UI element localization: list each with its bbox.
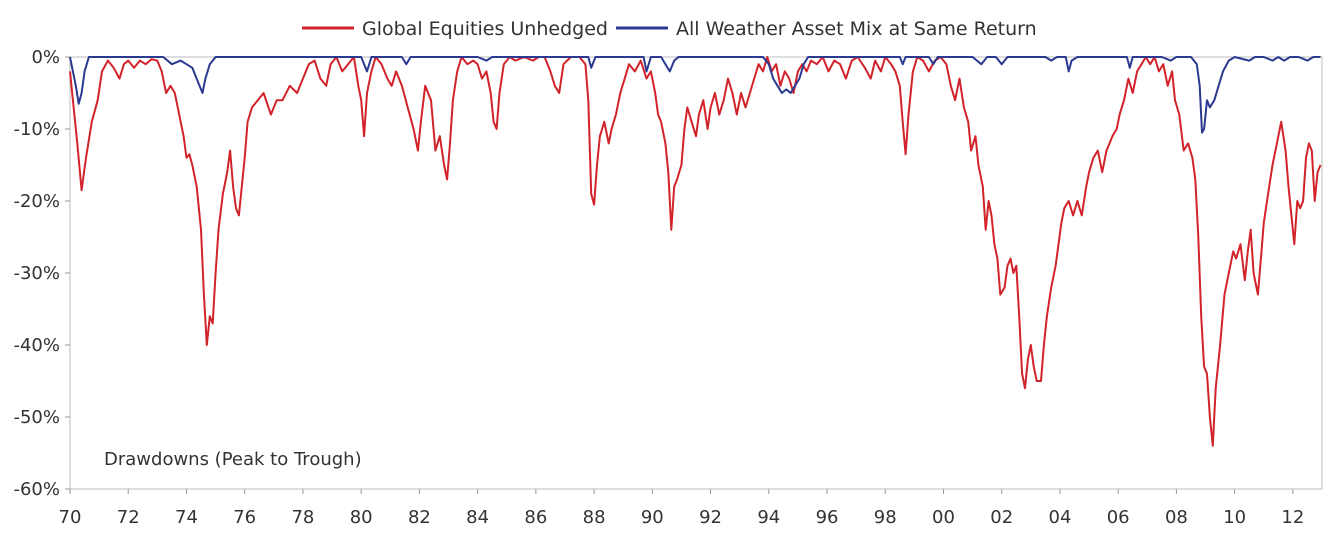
- x-tick-label: 86: [524, 507, 547, 528]
- x-tick-label: 84: [466, 507, 489, 528]
- y-tick-label: -40%: [13, 335, 60, 356]
- y-tick-label: -60%: [13, 479, 60, 500]
- series-layer: [69, 56, 1322, 447]
- series-line-global-equities: [69, 56, 1322, 447]
- x-tick-label: 90: [641, 507, 664, 528]
- x-tick-label: 80: [350, 507, 373, 528]
- x-tick-label: 74: [175, 507, 198, 528]
- x-tick-label: 96: [816, 507, 839, 528]
- x-tick-label: 70: [59, 507, 82, 528]
- x-tick-label: 00: [932, 507, 955, 528]
- x-tick-label: 94: [757, 507, 780, 528]
- x-tick-label: 12: [1281, 507, 1304, 528]
- legend-label: Global Equities Unhedged: [362, 18, 608, 40]
- x-tick-label: 72: [117, 507, 140, 528]
- x-tick-label: 88: [583, 507, 606, 528]
- x-tick-label: 92: [699, 507, 722, 528]
- x-tick-label: 98: [874, 507, 897, 528]
- x-tick-label: 76: [233, 507, 256, 528]
- plot-frame: [69, 56, 1323, 490]
- y-tick-label: -20%: [13, 191, 60, 212]
- x-tick-label: 82: [408, 507, 431, 528]
- legend-label: All Weather Asset Mix at Same Return: [676, 18, 1037, 40]
- legend: Global Equities Unhedged All Weather Asse…: [302, 18, 1037, 40]
- x-tick-label: 02: [990, 507, 1013, 528]
- y-tick-label: -10%: [13, 119, 60, 140]
- x-tick-label: 10: [1223, 507, 1246, 528]
- series-line-all-weather: [69, 56, 1321, 134]
- axes: 0% -10% -20% -30% -40% -50% -60% 70 72 74 76 78 80 82…: [13, 47, 1323, 528]
- chart-annotation: Drawdowns (Peak to Trough): [104, 449, 362, 470]
- x-tick-label: 04: [1049, 507, 1072, 528]
- x-tick-label: 78: [291, 507, 314, 528]
- x-tick-label: 08: [1165, 507, 1188, 528]
- x-tick-label: 06: [1107, 507, 1130, 528]
- y-tick-label: 0%: [31, 47, 60, 68]
- y-tick-label: -30%: [13, 263, 60, 284]
- y-tick-label: -50%: [13, 407, 60, 428]
